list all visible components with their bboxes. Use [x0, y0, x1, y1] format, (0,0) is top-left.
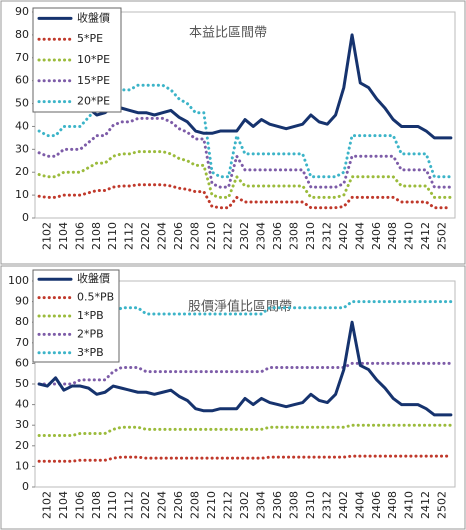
x-tick-label: 2202 — [139, 491, 152, 519]
x-tick-label: 2402 — [337, 222, 350, 250]
x-tick-label: 2112 — [123, 491, 136, 519]
legend — [32, 7, 122, 113]
x-tick-label: 2306 — [271, 222, 284, 250]
x-tick-label: 2404 — [353, 222, 366, 250]
x-tick-label: 2212 — [222, 222, 235, 250]
y-tick-label: 20 — [15, 439, 29, 452]
y-tick-label: 80 — [15, 28, 29, 41]
x-tick-label: 2312 — [320, 491, 333, 519]
x-tick-label: 2204 — [156, 222, 169, 250]
y-tick-label: 40 — [15, 398, 29, 411]
x-tick-label: 2108 — [90, 491, 103, 519]
y-tick-label: 0 — [22, 211, 29, 224]
x-tick-label: 2210 — [205, 222, 218, 250]
y-tick-label: 30 — [15, 418, 29, 431]
y-tick-label: 40 — [15, 119, 29, 132]
y-tick-label: 20 — [15, 165, 29, 178]
x-tick-label: 2110 — [106, 491, 119, 519]
plot-area — [34, 11, 456, 219]
x-tick-label: 2404 — [353, 491, 366, 519]
y-tick-label: 90 — [15, 295, 29, 308]
legend-label: 1*PB — [77, 309, 104, 322]
x-tick-label: 2206 — [172, 222, 185, 250]
y-tick-label: 60 — [15, 356, 29, 369]
x-tick-label: 2312 — [320, 222, 333, 250]
x-tick-label: 2206 — [172, 491, 185, 519]
x-tick-label: 2304 — [254, 222, 267, 250]
legend-label: 10*PE — [77, 53, 110, 66]
chart-title: 股價淨值比區間帶 — [188, 299, 292, 315]
legend-label: 3*PB — [77, 346, 104, 359]
y-tick-label: 0 — [22, 480, 29, 493]
x-tick-label: 2106 — [73, 222, 86, 250]
x-tick-label: 2102 — [40, 222, 53, 250]
y-tick-label: 50 — [15, 377, 29, 390]
x-tick-label: 2402 — [337, 491, 350, 519]
x-tick-label: 2406 — [370, 222, 383, 250]
legend — [32, 269, 120, 363]
y-tick-label: 50 — [15, 97, 29, 110]
y-tick-label: 80 — [15, 315, 29, 328]
x-tick-label: 2102 — [40, 491, 53, 519]
x-tick-label: 2310 — [304, 222, 317, 250]
y-tick-label: 10 — [15, 188, 29, 201]
x-tick-label: 2112 — [123, 222, 136, 250]
x-tick-label: 2410 — [403, 491, 416, 519]
legend-label: 15*PE — [77, 74, 110, 87]
x-tick-label: 2202 — [139, 222, 152, 250]
y-tick-label: 60 — [15, 74, 29, 87]
y-tick-label: 70 — [15, 51, 29, 64]
y-tick-label: 90 — [15, 5, 29, 18]
x-tick-label: 2210 — [205, 491, 218, 519]
x-tick-label: 2104 — [57, 491, 70, 519]
x-tick-label: 2412 — [419, 222, 432, 250]
band-line — [37, 150, 453, 199]
x-tick-label: 2104 — [57, 222, 70, 250]
legend-label: 收盤價 — [77, 271, 110, 285]
x-tick-label: 2410 — [403, 222, 416, 250]
y-tick-label: 30 — [15, 142, 29, 155]
x-tick-label: 2208 — [189, 491, 202, 519]
x-tick-label: 2106 — [73, 491, 86, 519]
x-tick-label: 2304 — [254, 491, 267, 519]
x-tick-label: 2208 — [189, 222, 202, 250]
y-tick-label: 10 — [15, 459, 29, 472]
legend-label: 收盤價 — [77, 10, 110, 24]
x-tick-label: 2204 — [156, 491, 169, 519]
band-line — [37, 423, 453, 437]
x-tick-label: 2502 — [436, 491, 449, 519]
x-tick-label: 2412 — [419, 491, 432, 519]
x-tick-label: 2502 — [436, 222, 449, 250]
x-tick-label: 2310 — [304, 491, 317, 519]
x-tick-label: 2110 — [106, 222, 119, 250]
x-tick-label: 2308 — [287, 222, 300, 250]
x-tick-label: 2308 — [287, 491, 300, 519]
band-line — [37, 116, 453, 189]
legend-label: 2*PB — [77, 327, 104, 340]
x-tick-label: 2302 — [238, 491, 251, 519]
x-tick-label: 2408 — [386, 491, 399, 519]
x-tick-label: 2306 — [271, 491, 284, 519]
price-line — [37, 320, 453, 417]
y-tick-label: 70 — [15, 336, 29, 349]
y-tick-label: 100 — [8, 274, 29, 287]
x-tick-label: 2302 — [238, 222, 251, 250]
legend-label: 5*PE — [77, 32, 103, 45]
x-tick-label: 2406 — [370, 491, 383, 519]
x-tick-label: 2212 — [222, 491, 235, 519]
legend-label: 0.5*PB — [77, 291, 114, 304]
chart-title: 本益比區間帶 — [189, 26, 267, 41]
x-tick-label: 2408 — [386, 222, 399, 250]
legend-label: 20*PE — [77, 95, 110, 108]
band-line — [37, 183, 453, 210]
x-tick-label: 2108 — [90, 222, 103, 250]
band-line — [37, 361, 453, 386]
